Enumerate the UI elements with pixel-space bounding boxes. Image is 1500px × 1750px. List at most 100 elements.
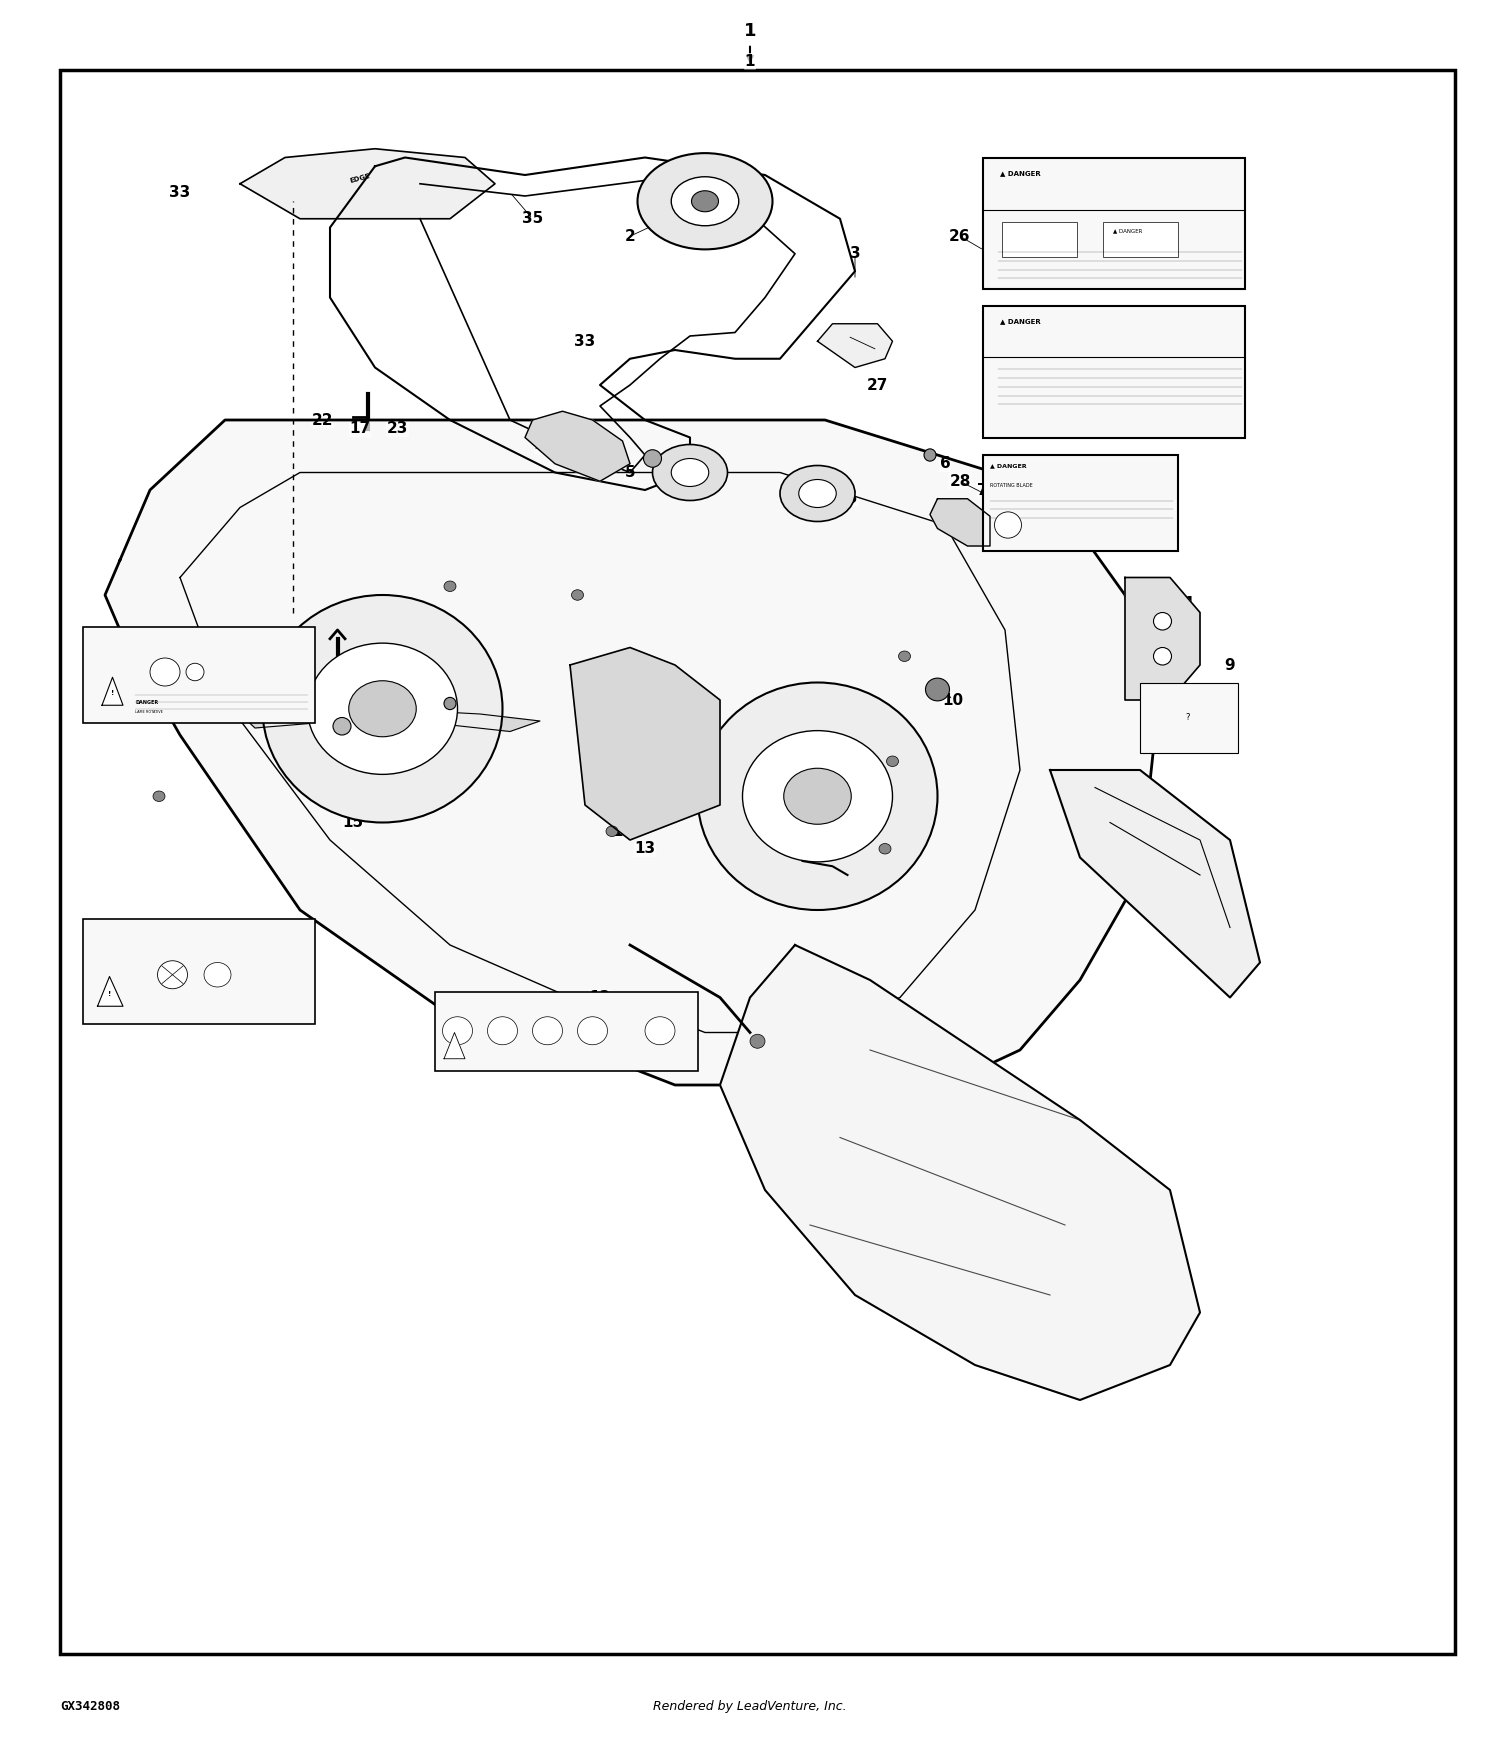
Text: 24: 24: [672, 483, 693, 497]
Text: 34: 34: [867, 343, 888, 357]
Text: 12: 12: [590, 990, 610, 1004]
Text: 19: 19: [417, 667, 438, 681]
Text: 33: 33: [170, 186, 190, 200]
Ellipse shape: [308, 642, 458, 775]
Text: 4: 4: [534, 439, 546, 453]
Ellipse shape: [532, 1017, 562, 1045]
Text: 7: 7: [976, 483, 988, 497]
FancyBboxPatch shape: [982, 455, 1178, 551]
Ellipse shape: [652, 444, 728, 500]
Text: 18: 18: [440, 693, 460, 707]
Text: 15: 15: [342, 816, 363, 829]
Ellipse shape: [784, 768, 852, 824]
Text: 1: 1: [744, 54, 754, 68]
Text: 33: 33: [574, 334, 596, 348]
Text: 29: 29: [170, 693, 190, 707]
Text: 35: 35: [522, 212, 543, 226]
Polygon shape: [98, 977, 123, 1006]
Ellipse shape: [606, 826, 618, 836]
Ellipse shape: [644, 450, 662, 467]
Bar: [1002, 222, 1077, 257]
Ellipse shape: [150, 658, 180, 686]
Ellipse shape: [672, 177, 738, 226]
Text: 9: 9: [1224, 658, 1236, 672]
FancyBboxPatch shape: [82, 919, 315, 1024]
Ellipse shape: [348, 681, 416, 737]
Ellipse shape: [898, 651, 910, 662]
Ellipse shape: [638, 154, 772, 250]
Ellipse shape: [692, 191, 718, 212]
FancyBboxPatch shape: [82, 626, 315, 723]
Text: 23: 23: [387, 422, 408, 436]
Ellipse shape: [672, 458, 708, 486]
Text: ▲ DANGER: ▲ DANGER: [990, 464, 1026, 469]
Text: 27: 27: [867, 378, 888, 392]
Ellipse shape: [994, 513, 1022, 539]
Polygon shape: [444, 1032, 465, 1059]
Polygon shape: [570, 648, 720, 840]
Text: GX342808: GX342808: [60, 1699, 120, 1713]
Text: 13: 13: [634, 842, 656, 856]
Polygon shape: [1050, 770, 1260, 997]
Ellipse shape: [698, 682, 938, 910]
FancyBboxPatch shape: [1140, 682, 1238, 752]
Text: 32: 32: [537, 1026, 558, 1040]
Polygon shape: [240, 149, 495, 219]
Text: 5: 5: [624, 466, 636, 480]
FancyBboxPatch shape: [435, 992, 698, 1071]
Text: Rendered by LeadVenture, Inc.: Rendered by LeadVenture, Inc.: [652, 1699, 847, 1713]
Ellipse shape: [886, 756, 898, 766]
Text: 31: 31: [170, 649, 190, 663]
Ellipse shape: [742, 732, 892, 861]
Text: 11: 11: [1174, 597, 1196, 611]
Ellipse shape: [1154, 648, 1172, 665]
Text: 1: 1: [744, 23, 756, 40]
Text: DANGER: DANGER: [135, 700, 158, 705]
Ellipse shape: [879, 844, 891, 854]
Ellipse shape: [186, 663, 204, 681]
Text: ▲ DANGER: ▲ DANGER: [1000, 318, 1041, 324]
Text: 21: 21: [312, 789, 333, 803]
Text: ?: ?: [1185, 712, 1191, 723]
Text: 25: 25: [837, 492, 858, 506]
Ellipse shape: [750, 1034, 765, 1048]
Text: 3: 3: [849, 247, 861, 261]
Text: 22: 22: [312, 413, 333, 427]
Polygon shape: [525, 411, 630, 481]
Polygon shape: [1125, 578, 1200, 700]
Text: 6: 6: [444, 702, 456, 716]
Text: 30: 30: [170, 964, 190, 978]
Polygon shape: [818, 324, 892, 368]
Ellipse shape: [800, 480, 837, 508]
Ellipse shape: [158, 961, 188, 989]
Bar: [1102, 222, 1178, 257]
Text: 26: 26: [950, 229, 970, 243]
Ellipse shape: [333, 718, 351, 735]
Polygon shape: [105, 420, 1155, 1102]
FancyBboxPatch shape: [982, 158, 1245, 289]
Polygon shape: [102, 677, 123, 705]
Text: 28: 28: [950, 474, 970, 488]
Ellipse shape: [645, 1017, 675, 1045]
Ellipse shape: [153, 791, 165, 802]
Ellipse shape: [204, 963, 231, 987]
Polygon shape: [930, 499, 990, 546]
Text: !: !: [111, 690, 114, 696]
Ellipse shape: [262, 595, 503, 822]
Text: 36: 36: [1190, 719, 1210, 733]
Ellipse shape: [1154, 612, 1172, 630]
Text: ▲ DANGER: ▲ DANGER: [1000, 170, 1041, 175]
Polygon shape: [720, 945, 1200, 1400]
Text: 8: 8: [992, 509, 1004, 523]
Text: ▲ DANGER: ▲ DANGER: [1113, 229, 1143, 233]
Ellipse shape: [488, 1017, 518, 1045]
Text: !: !: [108, 990, 111, 997]
Ellipse shape: [780, 466, 855, 522]
Text: EDGE: EDGE: [350, 173, 370, 184]
Text: 2: 2: [624, 229, 636, 243]
FancyBboxPatch shape: [982, 306, 1245, 438]
Text: 20: 20: [297, 693, 318, 707]
Text: ROTATING BLADE: ROTATING BLADE: [990, 483, 1032, 488]
Text: 10: 10: [942, 693, 963, 707]
Ellipse shape: [578, 1017, 608, 1045]
